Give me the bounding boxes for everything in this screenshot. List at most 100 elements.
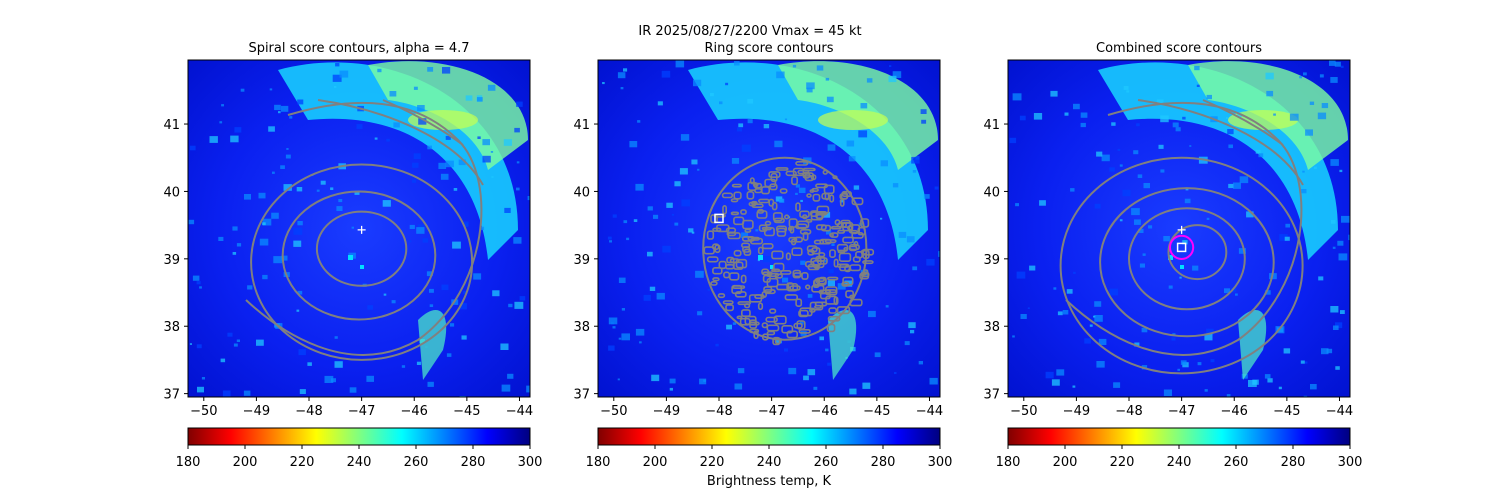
cloud-cell	[445, 135, 451, 140]
cloud-cell	[1142, 253, 1146, 256]
cloud-cell	[827, 362, 831, 366]
cloud-cell	[666, 202, 673, 208]
colorbar-tick-label: 260	[404, 455, 429, 470]
cloud-cell	[307, 362, 312, 366]
ring-contour	[721, 192, 734, 199]
ring-contour	[716, 224, 730, 233]
cloud-cell	[1020, 314, 1027, 319]
cloud-cell	[846, 140, 855, 147]
colorbar-tick-label: 180	[586, 455, 611, 470]
cloud-cell	[889, 65, 892, 67]
axes-frame	[1007, 59, 1351, 398]
ring-contour	[710, 280, 718, 286]
cloud-cell	[1219, 190, 1222, 193]
cloud-cell	[633, 219, 638, 222]
cloud-cell	[866, 78, 873, 83]
panel-2: Ring score contours −50 −49 −48 −47 −46 −45 −44…	[573, 41, 952, 470]
cloud-cell	[188, 219, 195, 225]
cloud-cell	[649, 286, 656, 291]
cloud-cell	[222, 390, 231, 397]
ring-contour	[740, 242, 751, 249]
cloud-cell	[334, 336, 338, 339]
cloud-cell	[827, 280, 835, 287]
cloud-cell	[232, 252, 237, 255]
spiral-contour	[245, 101, 483, 356]
cloud-cell	[1056, 369, 1065, 376]
cloud-cell	[503, 139, 512, 146]
ring-contour	[757, 208, 765, 214]
cloud-cell	[1066, 289, 1073, 294]
cloud-cell	[623, 68, 628, 72]
ring-contour	[768, 171, 781, 178]
cloud-cell	[1303, 395, 1308, 397]
cloud-cell	[374, 137, 378, 140]
cloud-cell	[1301, 189, 1307, 194]
ring-contour	[749, 237, 763, 245]
ring-contour	[802, 231, 809, 241]
cloud-cell	[1224, 288, 1230, 294]
cloud-cell	[912, 170, 917, 173]
colorbar-tick-label: 300	[518, 455, 543, 470]
cloud-cell	[429, 288, 434, 293]
cloud-cell	[912, 266, 918, 271]
cloud-cell	[427, 67, 434, 72]
ring-contour	[833, 258, 839, 268]
cloud-cell	[482, 155, 491, 163]
cloud-cell	[1313, 166, 1317, 170]
cloud-cell	[1228, 183, 1234, 189]
cloud-cell	[795, 192, 798, 195]
ring-contour	[756, 210, 768, 219]
cloud-cell	[1340, 65, 1344, 68]
cloud-cell	[918, 361, 923, 365]
cloud-cell	[1015, 203, 1019, 207]
cloud-cell	[422, 238, 429, 243]
ring-contour	[773, 315, 787, 325]
ring-contour	[785, 252, 791, 261]
x-tick-label: −50	[600, 404, 627, 419]
ring-contour	[842, 236, 854, 244]
colorbar-label: Brightness temp, K	[707, 474, 832, 489]
cloud-cell	[1156, 99, 1164, 105]
cloud-cell	[898, 231, 907, 238]
cloud-cell	[1094, 301, 1102, 307]
cloud-cell	[1329, 60, 1336, 66]
ring-contour	[728, 272, 740, 281]
cloud-cell	[413, 153, 421, 159]
ring-contour	[815, 224, 827, 231]
ring-contour	[824, 239, 837, 244]
y-tick-label: 39	[573, 253, 590, 268]
cloud-cell	[1027, 307, 1030, 309]
x-tick-label: −46	[1221, 404, 1248, 419]
score-contour	[315, 210, 408, 287]
cloud-cell	[651, 374, 660, 382]
colorbar-tick-label: 180	[176, 455, 201, 470]
cloud-cell	[427, 145, 432, 150]
cloud-cell	[1226, 117, 1229, 119]
cloud-cell	[453, 188, 458, 191]
cloud-cell	[492, 290, 500, 297]
ring-contour	[748, 294, 763, 303]
cloud-cell	[516, 101, 523, 107]
cloud-cell	[274, 104, 281, 111]
cloud-cell	[1338, 253, 1348, 261]
cloud-cell	[1172, 122, 1179, 128]
cloud-cell	[826, 96, 834, 103]
cloud-cell	[1304, 361, 1308, 364]
cloud-cell	[393, 122, 400, 128]
ring-contour	[761, 243, 774, 250]
cloud-cell	[441, 284, 449, 291]
y-tick-label: 39	[163, 253, 180, 268]
ring-contour	[771, 268, 781, 273]
cloud-cell	[458, 159, 466, 166]
score-contour	[1167, 224, 1228, 281]
cloud-cell	[1318, 276, 1324, 281]
cloud-cell	[220, 358, 226, 363]
colorbar-tick-label: 240	[1167, 455, 1192, 470]
cloud-cell	[1185, 188, 1189, 191]
cloud-cell	[602, 82, 605, 85]
cloud-cell	[1239, 176, 1249, 184]
cloud-cell	[688, 228, 694, 233]
best-track-plus-marker	[357, 225, 366, 234]
cloud-cell	[413, 86, 418, 90]
cloud-cell	[906, 236, 915, 243]
